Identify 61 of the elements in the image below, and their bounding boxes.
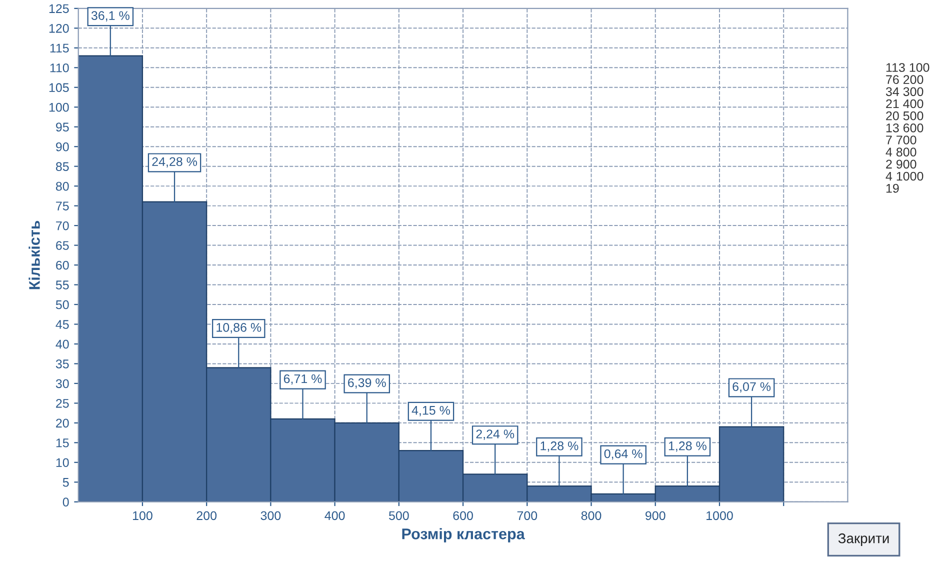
text: 20 500 xyxy=(886,111,924,120)
y-tick-label: 55 xyxy=(56,280,69,290)
y-tick-label: 105 xyxy=(49,83,69,92)
annotation: 2,24 % xyxy=(476,430,514,440)
annotation: 10,86 % xyxy=(216,322,262,334)
y-tick-label: 85 xyxy=(56,162,69,171)
annotation: 1,28 % xyxy=(668,441,706,452)
annotation: 0,64 % xyxy=(604,449,642,460)
text: 34 300 xyxy=(886,87,924,96)
y-tick-label: 100 xyxy=(49,102,69,112)
y-tick-label: 15 xyxy=(56,438,69,448)
y-tick-label: 115 xyxy=(50,44,69,53)
x-tick-label: 500 xyxy=(388,511,409,520)
x-tick-label: 600 xyxy=(453,511,473,520)
text: 7 700 xyxy=(886,136,916,144)
text: 4 800 xyxy=(886,148,916,156)
y-tick-label: 110 xyxy=(50,63,69,72)
text: 13 600 xyxy=(886,123,924,132)
text: 21 400 xyxy=(886,99,924,108)
x-tick-label: 800 xyxy=(581,511,602,520)
y-tick-label: 50 xyxy=(56,300,69,310)
y-tick-label: 45 xyxy=(56,320,69,329)
text: 19 xyxy=(886,184,899,193)
annotation: 6,71 % xyxy=(284,374,322,385)
y-tick-label: 80 xyxy=(56,182,69,191)
annotation: 6,07 % xyxy=(732,382,771,393)
y-tick-label: 65 xyxy=(56,241,69,250)
x-axis-title: Розмір кластера xyxy=(402,528,525,542)
y-tick-label: 120 xyxy=(49,24,69,33)
text: 4 1000 xyxy=(886,172,924,181)
y-tick-label: 0 xyxy=(62,498,69,507)
x-tick-label: 400 xyxy=(324,511,345,520)
x-tick-label: 900 xyxy=(646,511,666,520)
text: Закрити xyxy=(838,533,889,546)
text: 76 200 xyxy=(886,75,924,84)
x-tick-label: 700 xyxy=(517,511,538,520)
x-tick-label: 100 xyxy=(132,511,152,520)
annotation: 4,15 % xyxy=(412,406,450,416)
x-tick-label: 300 xyxy=(260,511,281,520)
y-tick-label: 35 xyxy=(56,360,69,368)
y-axis-title: Кількість xyxy=(28,220,40,290)
x-tick-label: 1000 xyxy=(706,511,733,520)
y-tick-label: 20 xyxy=(56,418,69,428)
text: 113 100 xyxy=(886,63,930,72)
y-tick-label: 95 xyxy=(56,122,69,132)
y-tick-label: 30 xyxy=(56,379,69,388)
annotation: 36,1 % xyxy=(91,11,130,22)
y-tick-label: 125 xyxy=(49,4,69,14)
x-tick-label: 200 xyxy=(196,511,217,520)
y-tick-label: 10 xyxy=(56,458,69,468)
y-tick-label: 25 xyxy=(56,398,69,408)
y-tick-label: 70 xyxy=(56,221,69,230)
y-tick-label: 60 xyxy=(56,260,69,270)
text: 2 900 xyxy=(886,160,916,169)
annotation: 1,28 % xyxy=(540,441,578,452)
annotation: 6,39 % xyxy=(348,378,386,389)
annotation: 24,28 % xyxy=(152,157,198,168)
y-tick-label: 75 xyxy=(56,202,69,210)
y-tick-label: 40 xyxy=(56,340,69,349)
y-tick-label: 90 xyxy=(56,142,69,152)
y-tick-label: 5 xyxy=(62,478,69,487)
